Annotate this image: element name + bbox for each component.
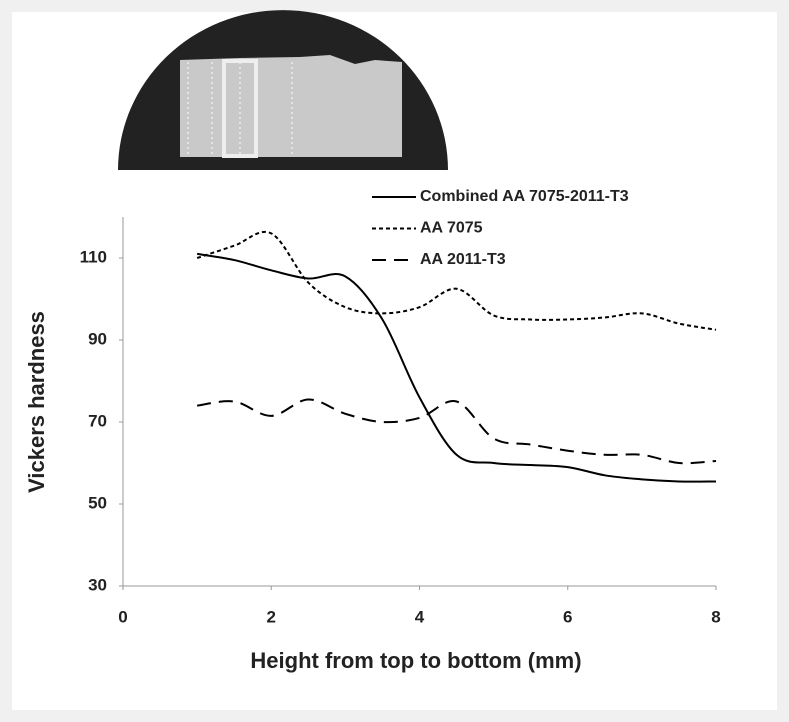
x-tick-label: 2	[267, 607, 276, 626]
y-axis-title: Vickers hardness	[24, 311, 49, 493]
y-tick-label: 70	[88, 411, 107, 430]
series-line	[196, 252, 717, 483]
legend-label: AA 7075	[420, 220, 483, 237]
legend-label: AA 2011-T3	[420, 251, 506, 268]
series-line	[196, 398, 717, 465]
y-tick-label: 30	[88, 575, 107, 594]
specimen-photo	[118, 10, 448, 170]
y-tick-label: 50	[88, 493, 107, 512]
x-tick-label: 6	[563, 607, 572, 626]
y-tick-label: 90	[88, 329, 107, 348]
legend-label: Combined AA 7075-2011-T3	[420, 188, 629, 205]
x-axis-title: Height from top to bottom (mm)	[250, 648, 581, 673]
series-line	[196, 230, 717, 331]
y-tick-label: 110	[80, 247, 107, 266]
x-tick-label: 8	[711, 607, 720, 626]
x-tick-label: 4	[415, 607, 425, 626]
x-tick-label: 0	[118, 607, 127, 626]
